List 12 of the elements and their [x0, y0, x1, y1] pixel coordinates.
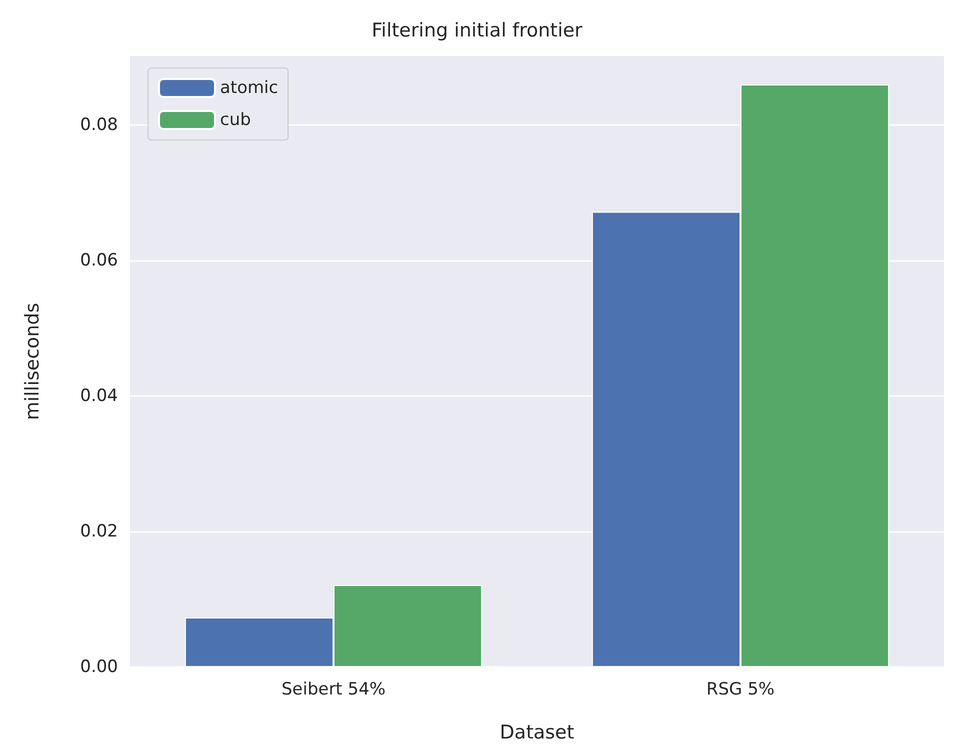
y-tick-label: 0.06 — [80, 250, 118, 271]
x-tick-label: Seibert 54% — [281, 680, 386, 700]
y-tick-label: 0.02 — [80, 522, 118, 542]
y-tick-label: 0.00 — [80, 657, 118, 677]
chart-title: Filtering initial frontier — [372, 20, 583, 42]
x-axis-title: Dataset — [500, 722, 574, 744]
y-axis-title: milliseconds — [22, 302, 44, 420]
legend-label: cub — [220, 110, 251, 130]
x-tick-label: RSG 5% — [706, 680, 775, 700]
legend-label: atomic — [220, 78, 278, 98]
y-tick-label: 0.08 — [80, 115, 118, 136]
y-tick-label: 0.04 — [80, 386, 118, 406]
